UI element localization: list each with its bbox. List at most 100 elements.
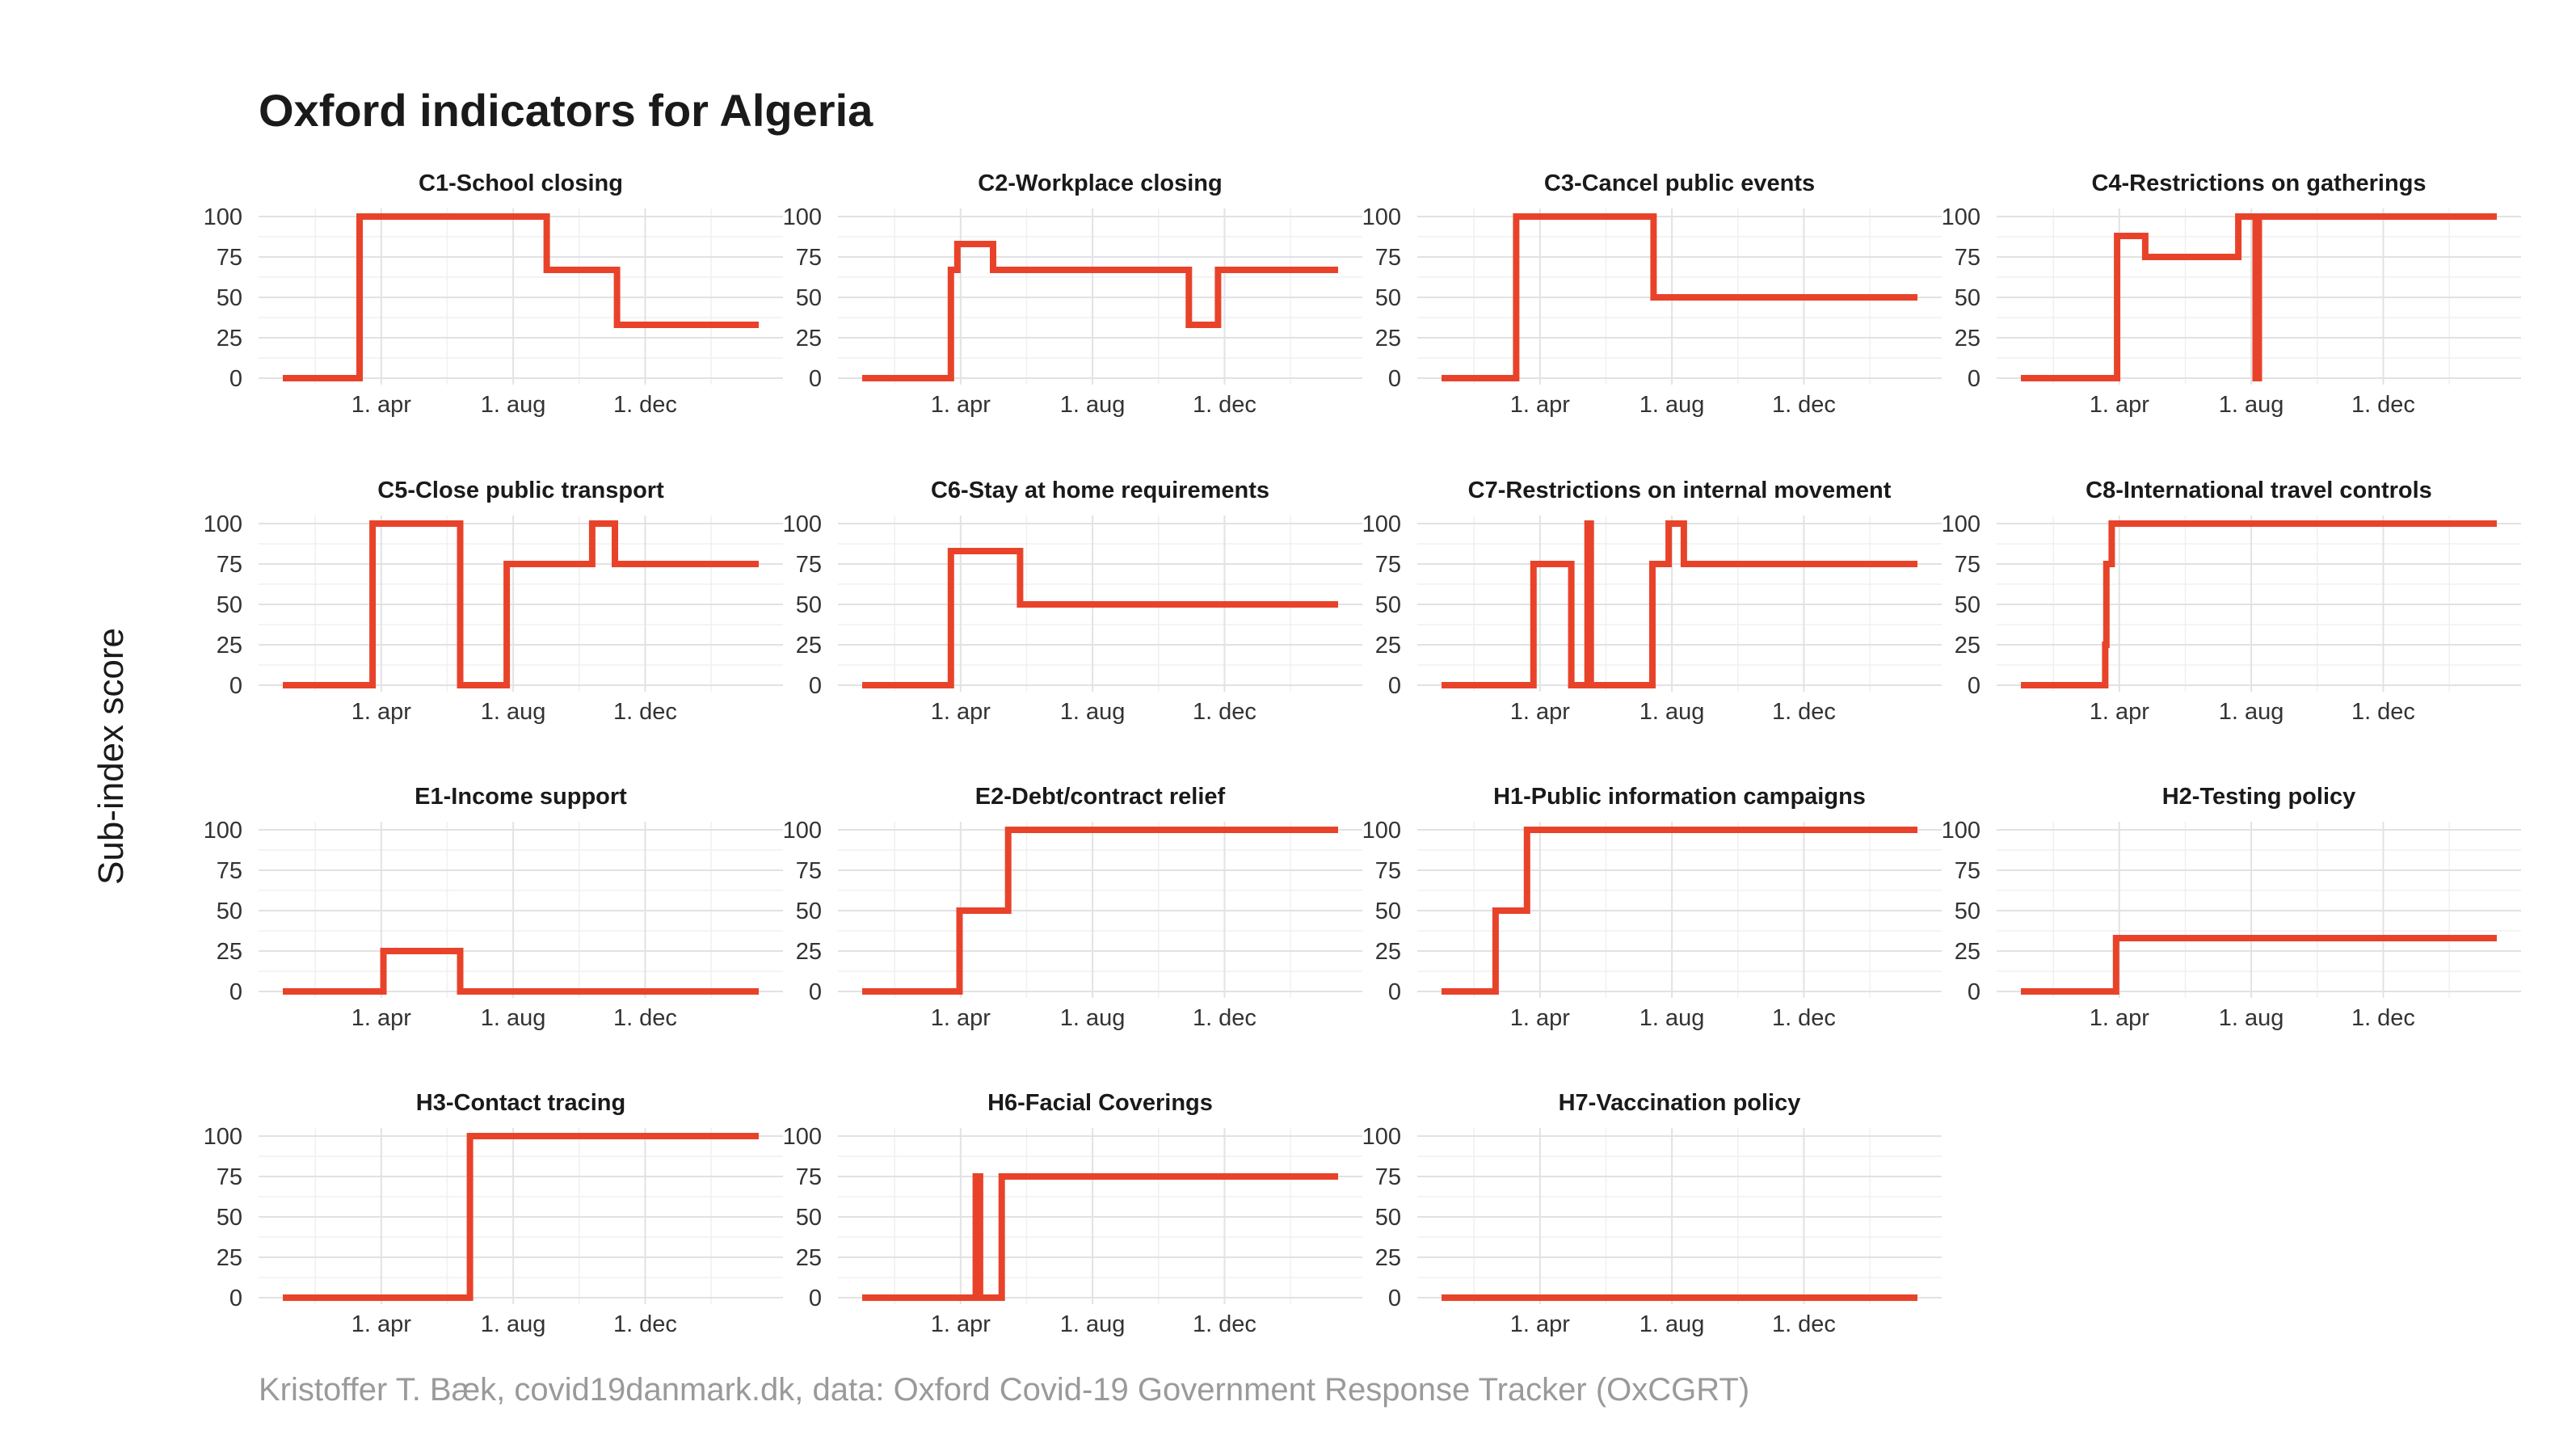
y-tick-label: 75	[1955, 245, 1980, 271]
panel: 0 25 50 75 100 1. apr 1. aug 1. dec C3-Cancel pu…	[1362, 170, 1942, 418]
x-tick-label: 1. apr	[351, 1311, 411, 1337]
y-tick-label: 75	[217, 245, 242, 271]
y-tick-label: 0	[809, 979, 822, 1005]
panel: 0 25 50 75 100 1. apr 1. aug 1. dec H3-Contact t…	[204, 1090, 783, 1337]
series-line	[1442, 520, 1917, 688]
panel: 0 25 50 75 100 1. apr 1. aug 1. dec C8-Internati…	[1942, 478, 2521, 725]
y-tick-label: 100	[783, 1124, 822, 1150]
x-tick-label: 1. aug	[1639, 392, 1705, 418]
y-tick-label: 75	[1955, 858, 1980, 884]
x-tick-label: 1. apr	[2090, 392, 2149, 418]
source-caption: Kristoffer T. Bæk, covid19danmark.dk, da…	[259, 1372, 1750, 1408]
series-line	[283, 948, 759, 995]
x-tick-label: 1. dec	[1193, 1311, 1256, 1337]
x-tick-label: 1. apr	[351, 1005, 411, 1031]
y-tick-label: 50	[1955, 592, 1980, 618]
panel-title: H1-Public information campaigns	[1493, 784, 1866, 810]
series-line	[283, 213, 759, 381]
y-tick-label: 50	[1375, 592, 1401, 618]
panel-title: H2-Testing policy	[2162, 784, 2356, 810]
y-tick-label: 25	[217, 326, 242, 351]
x-tick-label: 1. apr	[931, 1005, 991, 1031]
x-tick-label: 1. aug	[2219, 1005, 2284, 1031]
y-tick-label: 50	[1955, 285, 1980, 311]
series-line	[862, 827, 1338, 995]
x-tick-label: 1. dec	[1772, 1005, 1836, 1031]
y-tick-label: 50	[796, 285, 822, 311]
y-tick-label: 25	[1955, 633, 1980, 659]
x-tick-label: 1. dec	[1772, 699, 1836, 725]
y-tick-label: 100	[1362, 204, 1401, 230]
panel-title: H3-Contact tracing	[416, 1090, 625, 1116]
y-tick-label: 75	[796, 858, 822, 884]
y-tick-label: 75	[796, 245, 822, 271]
panel-title: E1-Income support	[415, 784, 627, 810]
x-tick-label: 1. dec	[1772, 392, 1836, 418]
x-tick-label: 1. aug	[1639, 1005, 1705, 1031]
panel-title: C5-Close public transport	[377, 478, 664, 503]
x-tick-label: 1. apr	[351, 392, 411, 418]
series-line	[2021, 935, 2497, 995]
x-tick-label: 1. aug	[1639, 699, 1705, 725]
y-tick-label: 75	[796, 1164, 822, 1190]
x-tick-label: 1. dec	[1193, 1005, 1256, 1031]
series-line	[862, 548, 1338, 688]
y-tick-label: 50	[217, 285, 242, 311]
y-tick-label: 50	[217, 1205, 242, 1231]
x-tick-label: 1. dec	[1193, 699, 1256, 725]
y-tick-label: 25	[1375, 326, 1401, 351]
x-tick-label: 1. dec	[613, 1005, 677, 1031]
panel: 0 25 50 75 100 1. apr 1. aug 1. dec C6-Stay at h…	[783, 478, 1362, 725]
panel: 0 25 50 75 100 1. apr 1. aug 1. dec H7-Vaccinati…	[1362, 1090, 1942, 1337]
y-tick-label: 100	[204, 511, 242, 537]
panel-title: C3-Cancel public events	[1544, 170, 1815, 196]
y-tick-label: 50	[1955, 899, 1980, 924]
y-tick-label: 25	[796, 633, 822, 659]
panel: 0 25 50 75 100 1. apr 1. aug 1. dec H2-Testing p…	[1942, 784, 2521, 1031]
y-tick-label: 75	[1375, 245, 1401, 271]
x-tick-label: 1. dec	[1193, 392, 1256, 418]
y-tick-label: 75	[1375, 858, 1401, 884]
y-tick-label: 25	[217, 939, 242, 965]
y-tick-label: 100	[1942, 818, 1980, 844]
x-tick-label: 1. aug	[1060, 1311, 1126, 1337]
y-tick-label: 25	[796, 1245, 822, 1271]
y-tick-label: 0	[1388, 979, 1401, 1005]
panel: 0 25 50 75 100 1. apr 1. aug 1. dec H1-Public in…	[1362, 784, 1942, 1031]
x-tick-label: 1. aug	[1060, 1005, 1126, 1031]
y-tick-label: 0	[1388, 366, 1401, 392]
y-tick-label: 50	[796, 899, 822, 924]
y-tick-label: 50	[1375, 899, 1401, 924]
x-tick-label: 1. apr	[1510, 699, 1570, 725]
y-tick-label: 50	[796, 1205, 822, 1231]
y-tick-label: 25	[1955, 326, 1980, 351]
x-tick-label: 1. apr	[2090, 1005, 2149, 1031]
y-tick-label: 25	[1375, 1245, 1401, 1271]
y-tick-label: 0	[1388, 673, 1401, 699]
panel: 0 25 50 75 100 1. apr 1. aug 1. dec E1-Income su…	[204, 784, 783, 1031]
x-tick-label: 1. dec	[613, 1311, 677, 1337]
x-tick-label: 1. aug	[481, 392, 546, 418]
y-tick-label: 100	[783, 818, 822, 844]
panel: 0 25 50 75 100 1. apr 1. aug 1. dec E2-Debt/cont…	[783, 784, 1362, 1031]
x-tick-label: 1. apr	[351, 699, 411, 725]
x-tick-label: 1. apr	[931, 1311, 991, 1337]
x-tick-label: 1. aug	[1060, 699, 1126, 725]
series-line	[2021, 213, 2497, 381]
y-tick-label: 100	[204, 204, 242, 230]
y-tick-label: 0	[1968, 979, 1980, 1005]
panel: 0 25 50 75 100 1. apr 1. aug 1. dec C2-Workplace…	[783, 170, 1362, 418]
panel-title: C6-Stay at home requirements	[931, 478, 1269, 503]
panel: 0 25 50 75 100 1. apr 1. aug 1. dec C4-Restricti…	[1942, 170, 2521, 418]
y-tick-label: 100	[204, 1124, 242, 1150]
y-tick-label: 100	[783, 511, 822, 537]
y-tick-label: 100	[1942, 511, 1980, 537]
y-tick-label: 0	[229, 979, 242, 1005]
y-tick-label: 0	[1968, 673, 1980, 699]
x-tick-label: 1. aug	[2219, 699, 2284, 725]
x-tick-label: 1. apr	[931, 392, 991, 418]
x-tick-label: 1. dec	[2351, 392, 2415, 418]
y-tick-label: 75	[1375, 1164, 1401, 1190]
x-tick-label: 1. aug	[1639, 1311, 1705, 1337]
